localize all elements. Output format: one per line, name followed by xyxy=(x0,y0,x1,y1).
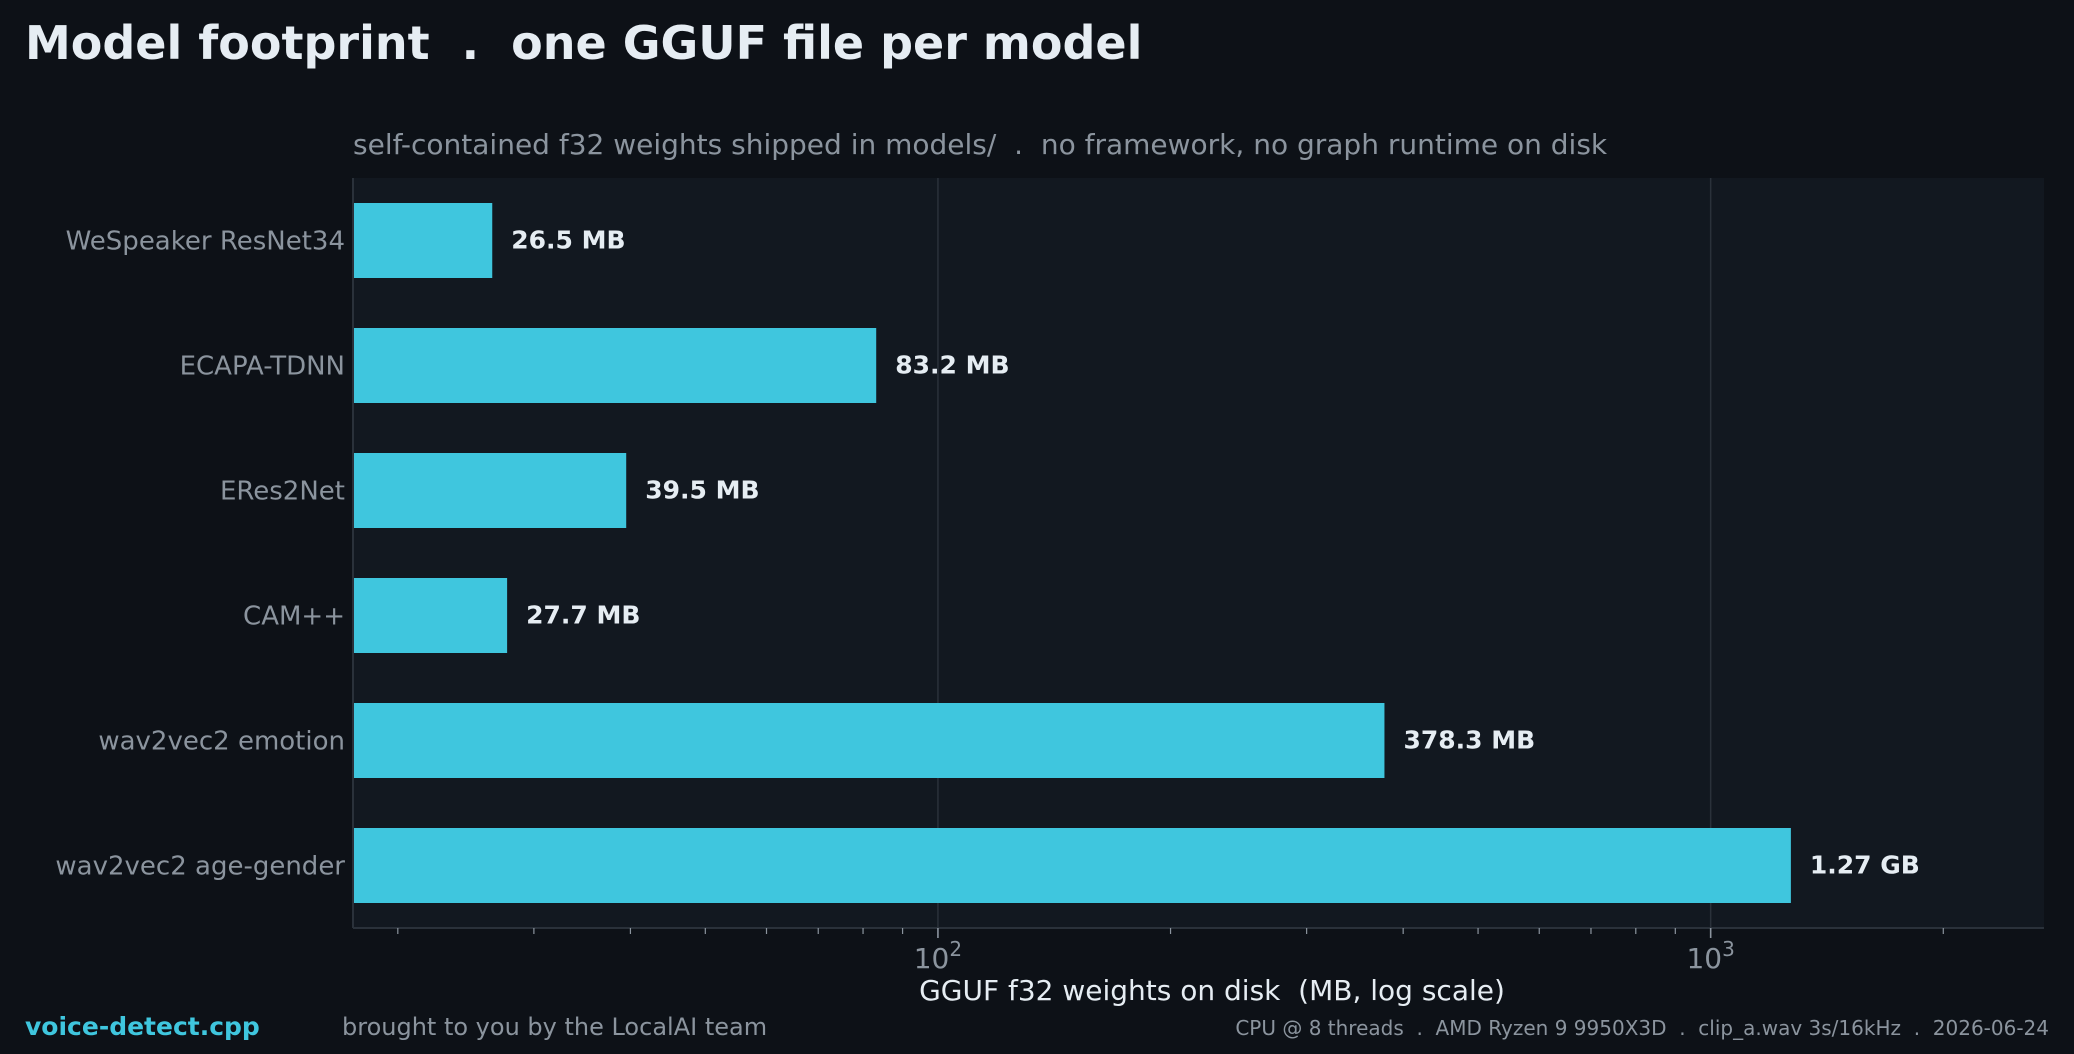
y-tick-label: CAM++ xyxy=(243,602,345,632)
bar-value-label: 83.2 MB xyxy=(895,351,1009,380)
y-tick-label: WeSpeaker ResNet34 xyxy=(66,227,345,257)
grid-lines xyxy=(937,178,1712,928)
bar-value-label: 26.5 MB xyxy=(511,226,625,255)
bar xyxy=(353,828,1791,903)
page-title: Model footprint . one GGUF file per mode… xyxy=(25,16,1143,70)
bar-value-label: 1.27 GB xyxy=(1810,851,1920,880)
credit-text: brought to you by the LocalAI team xyxy=(342,1013,768,1041)
y-tick-label: ECAPA-TDNN xyxy=(180,352,345,382)
bar-value-label: 378.3 MB xyxy=(1403,726,1535,755)
bar xyxy=(353,578,508,653)
y-tick-label: wav2vec2 emotion xyxy=(98,727,345,757)
bar-value-label: 27.7 MB xyxy=(526,601,640,630)
bar xyxy=(353,703,1385,778)
plot-area xyxy=(353,178,2044,928)
x-tick-label: 103 xyxy=(1686,937,1734,975)
bar xyxy=(353,203,493,278)
x-axis-label: GGUF f32 weights on disk (MB, log scale) xyxy=(919,974,1505,1007)
y-tick-label: ERes2Net xyxy=(220,477,345,507)
y-tick-label: wav2vec2 age-gender xyxy=(55,852,345,882)
run-info: CPU @ 8 threads . AMD Ryzen 9 9950X3D . … xyxy=(1235,1016,2049,1040)
x-tick-label: 102 xyxy=(914,937,962,975)
bar xyxy=(353,453,627,528)
chart-subtitle: self-contained f32 weights shipped in mo… xyxy=(353,128,1608,161)
brand-name: voice-detect.cpp xyxy=(25,1012,260,1041)
axes: 102 103 WeSpeaker ResNet34 ECAPA-TDNN ERes2N… xyxy=(55,178,2044,975)
bar-value-label: 39.5 MB xyxy=(645,476,759,505)
bars: 26.5 MB 83.2 MB 39.5 MB 27.7 MB 378.3 MB 1.27… xyxy=(353,203,1920,903)
bar xyxy=(353,328,877,403)
